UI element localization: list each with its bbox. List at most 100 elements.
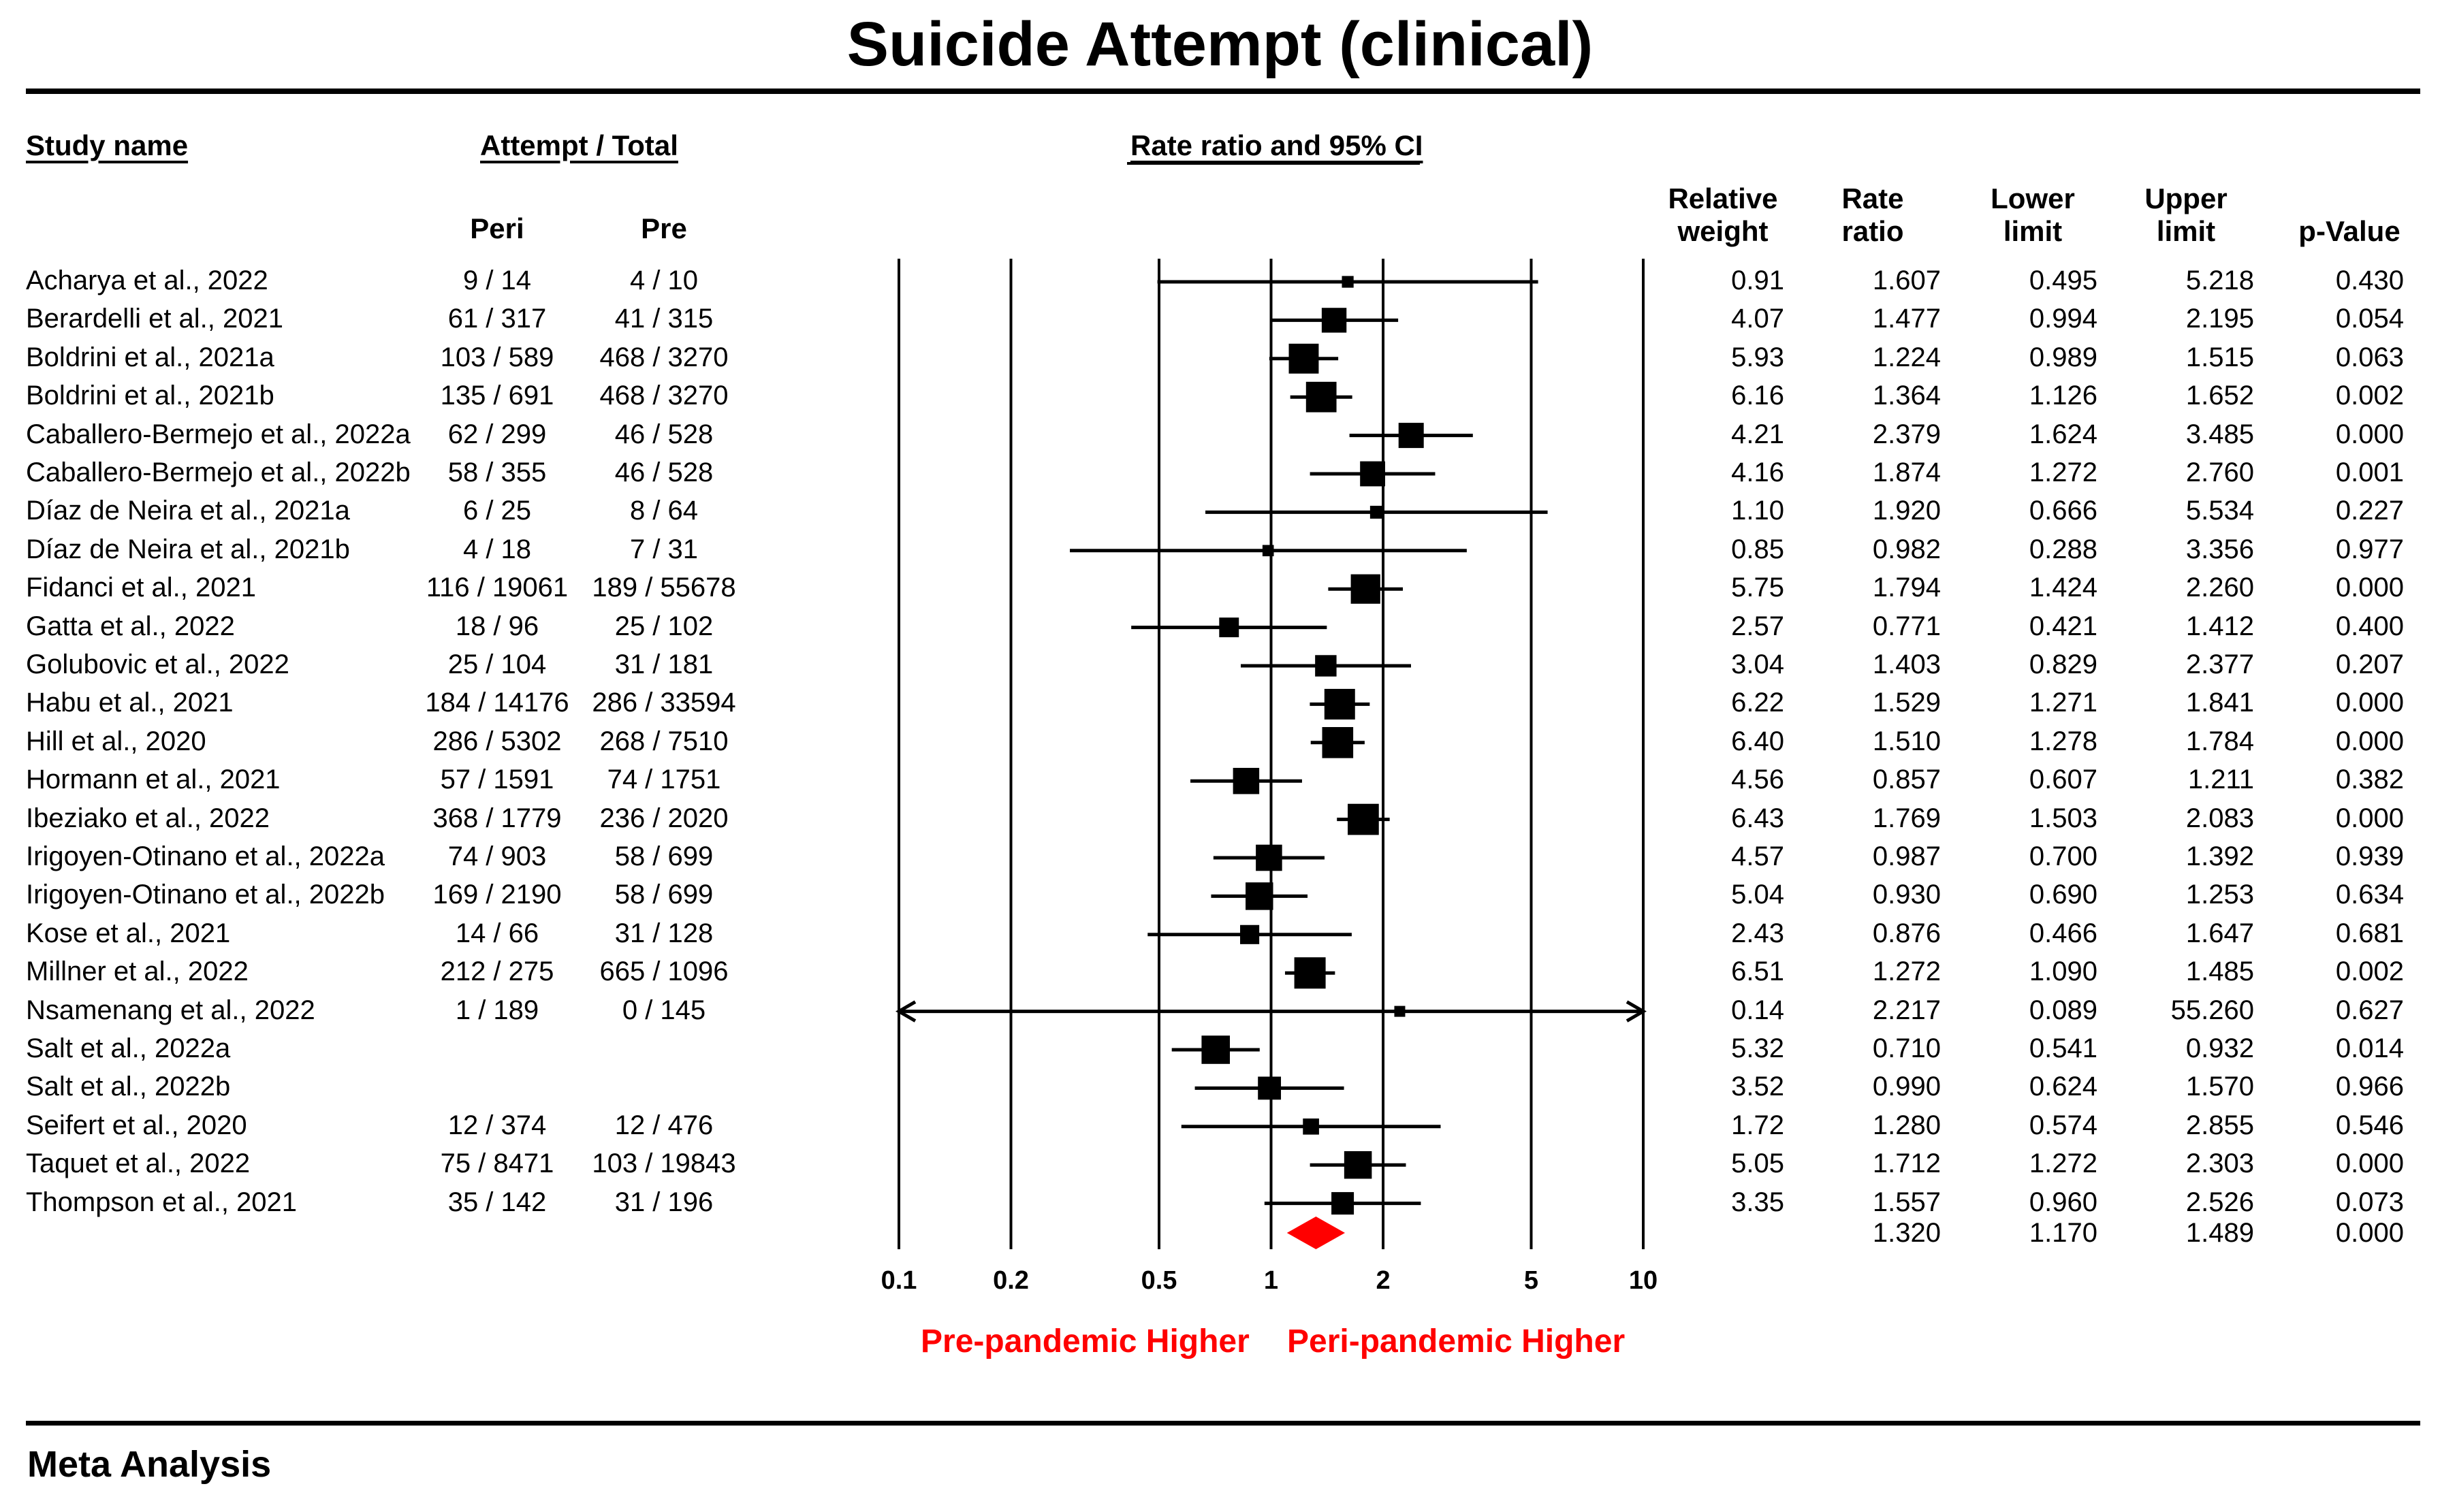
pre-cell: 189 / 55678 <box>592 573 736 603</box>
summary-row: 1.320 1.170 1.489 0.000 <box>0 1214 2440 1252</box>
upper-cell: 2.195 <box>2185 304 2254 334</box>
table-row: Taquet et al., 2022 75 / 8471 103 / 19843 5… <box>0 1144 2440 1183</box>
rate-ratio-cell: 1.280 <box>1872 1110 1941 1140</box>
upper-cell: 2.377 <box>2185 649 2254 679</box>
weight-cell: 0.85 <box>1731 534 1784 564</box>
rate-ratio-header-line2: ratio <box>1841 215 1904 247</box>
pre-cell: 58 / 699 <box>614 841 714 871</box>
rate-ratio-cell: 1.607 <box>1872 266 1941 295</box>
weight-cell: 2.57 <box>1731 611 1784 641</box>
rate-ratio-header-line1: Rate <box>1841 182 1904 214</box>
table-row: Irigoyen-Otinano et al., 2022a 74 / 903 58… <box>0 837 2440 875</box>
pre-cell: 31 / 196 <box>614 1187 714 1217</box>
study-name-cell: Habu et al., 2021 <box>26 688 234 718</box>
peri-cell: 212 / 275 <box>440 956 554 987</box>
pvalue-cell: 0.063 <box>2335 342 2404 372</box>
pvalue-cell: 0.002 <box>2335 956 2404 987</box>
pvalue-cell: 0.014 <box>2335 1033 2404 1063</box>
peri-cell: 75 / 8471 <box>440 1148 554 1179</box>
lower-cell: 0.607 <box>2029 765 2097 795</box>
study-name-cell: Salt et al., 2022b <box>26 1072 231 1102</box>
peri-cell: 62 / 299 <box>447 419 547 449</box>
study-name-cell: Taquet et al., 2022 <box>26 1148 251 1179</box>
table-row: Kose et al., 2021 14 / 66 31 / 128 2.43 0.87… <box>0 914 2440 952</box>
peri-cell: 58 / 355 <box>447 457 547 487</box>
pvalue-cell: 0.000 <box>2335 688 2404 718</box>
peri-cell: 57 / 1591 <box>440 765 554 795</box>
rate-ratio-cell: 1.712 <box>1872 1148 1941 1179</box>
rate-ratio-cell: 2.217 <box>1872 995 1941 1025</box>
rate-ratio-cell: 1.224 <box>1872 342 1941 372</box>
study-name-cell: Gatta et al., 2022 <box>26 611 235 641</box>
peri-cell: 169 / 2190 <box>432 880 562 910</box>
pvalue-cell: 0.000 <box>2335 726 2404 756</box>
study-name-cell: Seifert et al., 2020 <box>26 1110 247 1140</box>
rate-ratio-cell: 1.794 <box>1872 573 1941 603</box>
study-name-cell: Nsamenang et al., 2022 <box>26 995 315 1025</box>
table-row: Ibeziako et al., 2022 368 / 1779 236 / 202… <box>0 799 2440 837</box>
peri-cell: 135 / 691 <box>440 381 554 411</box>
lower-cell: 0.541 <box>2029 1033 2097 1063</box>
relative-weight-header-line1: Relative <box>1668 182 1778 214</box>
lower-cell: 0.994 <box>2029 304 2097 334</box>
lower-cell: 1.272 <box>2029 1148 2097 1179</box>
lower-cell: 0.989 <box>2029 342 2097 372</box>
pvalue-cell: 0.546 <box>2335 1110 2404 1140</box>
rate-ratio-cell: 1.920 <box>1872 496 1941 526</box>
upper-cell: 3.356 <box>2185 534 2254 564</box>
study-name-cell: Díaz de Neira et al., 2021b <box>26 534 350 564</box>
attempt-total-header: Attempt / Total <box>480 129 678 161</box>
study-name-cell: Ibeziako et al., 2022 <box>26 803 270 833</box>
study-name-cell: Caballero-Bermejo et al., 2022b <box>26 457 411 487</box>
study-name-cell: Salt et al., 2022a <box>26 1033 231 1063</box>
study-name-cell: Fidanci et al., 2021 <box>26 573 256 603</box>
pre-header: Pre <box>641 212 687 244</box>
rate-ratio-cell: 2.379 <box>1872 419 1941 449</box>
pre-cell: 665 / 1096 <box>599 956 729 987</box>
peri-cell: 103 / 589 <box>440 342 554 372</box>
peri-cell: 74 / 903 <box>447 841 547 871</box>
pre-cell: 74 / 1751 <box>607 765 721 795</box>
peri-cell: 6 / 25 <box>462 496 532 526</box>
pre-cell: 46 / 528 <box>614 457 714 487</box>
table-row: Habu et al., 2021 184 / 14176 286 / 33594 6… <box>0 683 2440 722</box>
lower-cell: 0.829 <box>2029 649 2097 679</box>
lower-cell: 0.089 <box>2029 995 2097 1025</box>
upper-cell: 1.841 <box>2185 688 2254 718</box>
table-row: Boldrini et al., 2021a 103 / 589 468 / 327… <box>0 338 2440 376</box>
study-name-cell: Thompson et al., 2021 <box>26 1187 298 1217</box>
summary-pvalue: 0.000 <box>2335 1218 2404 1248</box>
rate-ratio-ci-header: Rate ratio and 95% CI <box>1130 129 1423 161</box>
pre-cell: 25 / 102 <box>614 611 714 641</box>
upper-cell: 1.647 <box>2185 918 2254 948</box>
lower-cell: 0.690 <box>2029 880 2097 910</box>
upper-cell: 1.515 <box>2185 342 2254 372</box>
x-tick-label: 2 <box>1376 1266 1390 1295</box>
table-row: Díaz de Neira et al., 2021b 4 / 18 7 / 31 0… <box>0 530 2440 568</box>
summary-rate-ratio: 1.320 <box>1872 1218 1941 1248</box>
lower-limit-header-line2: limit <box>2003 215 2063 247</box>
lower-limit-header-line1: Lower <box>1991 182 2075 214</box>
study-name-header: Study name <box>26 129 189 161</box>
peri-cell: 25 / 104 <box>447 649 547 679</box>
lower-cell: 1.424 <box>2029 573 2097 603</box>
upper-cell: 2.526 <box>2185 1187 2254 1217</box>
pre-cell: 103 / 19843 <box>592 1148 736 1179</box>
pvalue-cell: 0.430 <box>2335 266 2404 295</box>
meta-analysis-label: Meta Analysis <box>27 1444 272 1485</box>
upper-cell: 1.392 <box>2185 841 2254 871</box>
pre-cell: 268 / 7510 <box>599 726 729 756</box>
pre-cell: 4 / 10 <box>629 266 699 295</box>
peri-cell: 286 / 5302 <box>432 726 562 756</box>
pvalue-cell: 0.207 <box>2335 649 2404 679</box>
pre-cell: 46 / 528 <box>614 419 714 449</box>
rate-ratio-cell: 1.874 <box>1872 457 1941 487</box>
footer-left-label: Pre-pandemic Higher <box>921 1323 1250 1360</box>
table-row: Díaz de Neira et al., 2021a 6 / 25 8 / 64 1… <box>0 492 2440 530</box>
rate-ratio-cell: 0.771 <box>1872 611 1941 641</box>
upper-limit-header-line1: Upper <box>2144 182 2228 214</box>
peri-cell: 4 / 18 <box>462 534 532 564</box>
lower-cell: 0.700 <box>2029 841 2097 871</box>
x-tick-label: 0.5 <box>1141 1266 1177 1295</box>
weight-cell: 0.14 <box>1731 995 1784 1025</box>
